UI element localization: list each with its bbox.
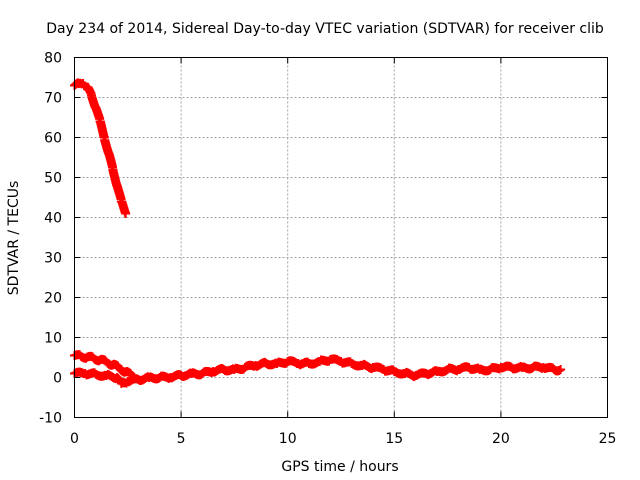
y-axis-ticks: -10 0 10 20 30 40 50 60 70 80 — [39, 51, 608, 427]
x-tick-label: 20 — [492, 431, 510, 447]
x-tick-label: 25 — [599, 431, 617, 447]
data-point — [556, 365, 566, 374]
series-main — [70, 354, 566, 388]
series-high-arc — [70, 78, 131, 218]
y-tick-label: 50 — [44, 171, 62, 187]
x-axis-label: GPS time / hours — [281, 459, 398, 475]
x-tick-label: 15 — [385, 431, 403, 447]
data-points — [70, 78, 566, 388]
y-tick-label: 30 — [44, 251, 62, 267]
y-tick-label: 60 — [44, 131, 62, 147]
y-tick-label: 40 — [44, 211, 62, 227]
y-tick-label: 80 — [44, 51, 62, 67]
x-tick-label: 5 — [177, 431, 186, 447]
data-point-fill — [554, 366, 564, 376]
x-tick-label: 10 — [279, 431, 297, 447]
y-tick-label: 20 — [44, 291, 62, 307]
chart-title: Day 234 of 2014, Sidereal Day-to-day VTE… — [46, 21, 604, 37]
data-point — [121, 209, 131, 218]
x-tick-label: 0 — [70, 431, 79, 447]
x-axis-ticks: 0 5 10 15 20 25 — [70, 57, 617, 447]
y-tick-label: 70 — [44, 91, 62, 107]
y-tick-label: 10 — [44, 331, 62, 347]
plot-frame — [74, 57, 608, 418]
y-tick-label: 0 — [53, 371, 62, 387]
y-tick-label: -10 — [39, 411, 62, 427]
y-axis-label: SDTVAR / TECUs — [6, 181, 22, 296]
